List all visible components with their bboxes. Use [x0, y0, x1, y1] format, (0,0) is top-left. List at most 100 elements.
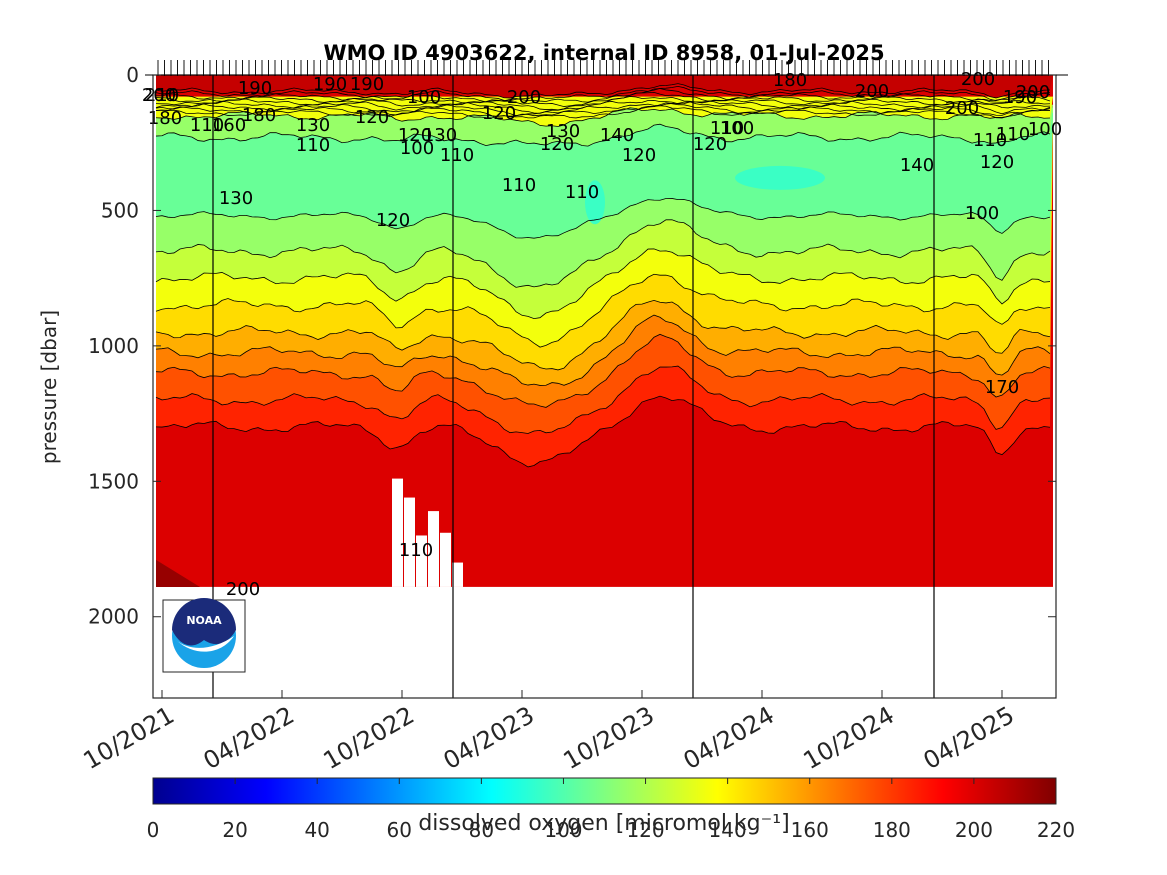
contour-label: 110 — [502, 175, 536, 196]
y-tick-label: 0 — [126, 63, 139, 87]
contour-line — [155, 123, 1051, 147]
contour-label: 180 — [242, 105, 276, 126]
contour-label: 200 — [226, 579, 260, 600]
contour-label: 100 — [720, 118, 754, 139]
contour-label: 200 — [1016, 82, 1050, 103]
contour-label: 100 — [965, 203, 999, 224]
contour-label: 130 — [423, 125, 457, 146]
colorbar-gradient — [152, 777, 1057, 805]
band-surface — [156, 75, 1053, 99]
x-tick-label: 10/2022 — [319, 701, 419, 775]
contour-line — [155, 102, 1051, 117]
contour-label: 130 — [546, 121, 580, 142]
colorbar-tick-label: 160 — [791, 818, 829, 842]
contour-label: 170 — [985, 377, 1019, 398]
contour-line — [155, 92, 1051, 107]
y-axis-label: pressure [dbar] — [37, 310, 61, 464]
contour-line — [155, 273, 1051, 348]
contour-label: 200 — [961, 69, 995, 90]
y-tick-label: 1500 — [88, 469, 139, 493]
colorbar-tick-label: 0 — [147, 818, 160, 842]
band-min-patch — [585, 180, 605, 225]
colorbar-tick-label: 100 — [544, 818, 582, 842]
contour-label: 120 — [540, 134, 574, 155]
y-tick-label: 2000 — [88, 605, 139, 629]
contour-line — [155, 105, 1051, 119]
y-axis: 0 500 1000 1500 2000 — [88, 63, 1056, 629]
band-omz — [156, 112, 1053, 239]
contour-label: 110 — [996, 124, 1030, 145]
data-gap — [452, 562, 463, 587]
colorbar-tick-label: 40 — [304, 818, 329, 842]
data-gap — [404, 497, 415, 587]
x-tick-label: 10/2023 — [559, 701, 659, 775]
contour-label: 200 — [945, 98, 979, 119]
x-tick-label: 04/2022 — [199, 701, 299, 775]
contour-label: 130 — [219, 188, 253, 209]
contour-label: 200 — [507, 87, 541, 108]
x-tick-label: 04/2025 — [919, 701, 1019, 775]
contour-label: 110 — [440, 145, 474, 166]
band-deep-max — [156, 559, 200, 587]
contour-label: 120 — [355, 107, 389, 128]
colorbar-tick-label: 80 — [469, 818, 494, 842]
contour-label: 120 — [376, 210, 410, 231]
contour-label: 210 — [145, 85, 179, 106]
contour-label: 110 — [710, 118, 744, 139]
noaa-logo: NOAA — [162, 598, 246, 673]
colorbar-label: dissolved oxygen [micromol kg⁻¹] — [418, 811, 789, 836]
contour-line — [155, 198, 1051, 239]
contour-line — [155, 365, 1051, 434]
contour-line — [155, 85, 1051, 102]
contour-line — [155, 248, 1051, 320]
no-data-region — [154, 586, 1055, 698]
contour-label: 180 — [148, 108, 182, 129]
contour-line — [155, 395, 1051, 468]
contour-line — [155, 219, 1051, 288]
contour-label: 190 — [1003, 87, 1037, 108]
contour-label: 190 — [350, 74, 384, 95]
chart-title: WMO ID 4903622, internal ID 8958, 01-Jul… — [323, 41, 884, 65]
contour-label: 100 — [400, 138, 434, 159]
contour-label: 100 — [1028, 119, 1062, 140]
contour-label: 130 — [296, 115, 330, 136]
contour-label: 110 — [296, 135, 330, 156]
colorbar-ticks: 0 20 40 60 80 100 120 140 160 180 200 220 — [147, 778, 1075, 842]
data-gap — [416, 535, 427, 587]
x-tick-label: 10/2024 — [799, 701, 899, 775]
data-gap — [392, 478, 403, 587]
data-gap — [428, 511, 439, 587]
band-min-patch — [735, 165, 825, 190]
contour-label: 120 — [693, 134, 727, 155]
profile-ticks — [145, 60, 1068, 76]
contour-label: 120 — [980, 152, 1014, 173]
x-tick-label: 10/2021 — [79, 701, 179, 775]
contour-label: 140 — [900, 155, 934, 176]
contour-label: 190 — [313, 74, 347, 95]
x-tick-label: 04/2024 — [679, 701, 779, 775]
colorbar-tick-label: 20 — [222, 818, 247, 842]
colorbar-tick-label: 60 — [387, 818, 412, 842]
contour-lines — [155, 83, 1051, 468]
colorbar: 0 20 40 60 80 100 120 140 160 180 200 220 dissolved… — [147, 777, 1075, 842]
contour-label: 120 — [482, 103, 516, 124]
x-axis: 10/2021 04/2022 10/2022 04/2023 10/2023 04/20… — [79, 690, 1019, 775]
contour-label: 140 — [600, 125, 634, 146]
contour-label: 180 — [773, 70, 807, 91]
contour-label: 160 — [212, 115, 246, 136]
contour-line — [155, 314, 1051, 386]
contour-label: 190 — [238, 78, 272, 99]
y-tick-label: 1000 — [88, 334, 139, 358]
contour-line — [155, 83, 1051, 99]
contour-line — [155, 88, 1051, 103]
contour-line — [155, 299, 1051, 371]
x-tick-label: 04/2023 — [439, 701, 539, 775]
contour-label: 110 — [565, 182, 599, 203]
contour-label: 120 — [622, 145, 656, 166]
noaa-logo-text: NOAA — [186, 614, 222, 627]
contour-label: 120 — [398, 125, 432, 146]
contour-label: 110 — [190, 115, 224, 136]
